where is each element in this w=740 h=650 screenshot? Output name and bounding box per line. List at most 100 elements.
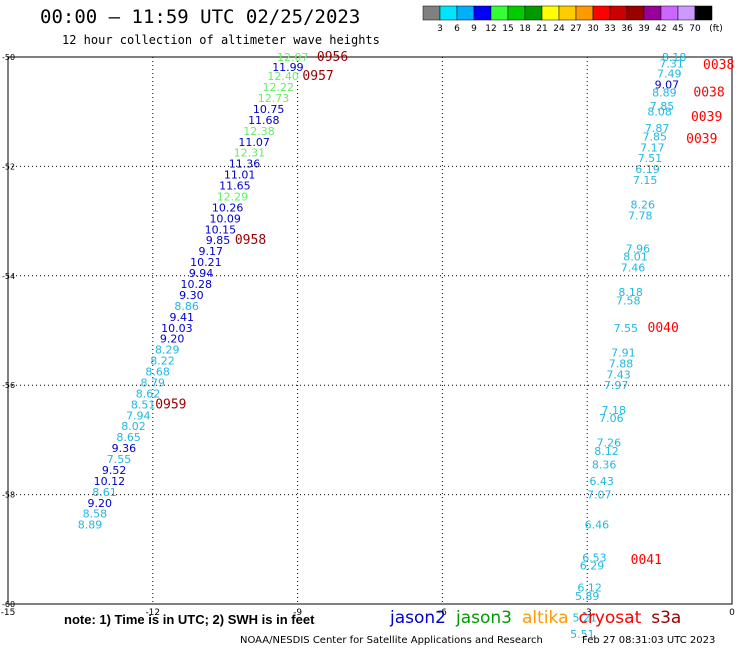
wave-height-value: 8.02 — [121, 420, 146, 433]
wave-height-value: 7.58 — [616, 294, 641, 307]
wave-height-value: 12.07 — [277, 51, 309, 64]
colorbar-label: 6 — [454, 24, 460, 34]
wave-height-value: 10.21 — [190, 256, 222, 269]
wave-height-value: 7.15 — [633, 174, 658, 187]
wave-height-value: 7.96 — [626, 242, 651, 255]
wave-height-value: 7.78 — [628, 210, 653, 223]
wave-height-value: 11.01 — [224, 169, 256, 182]
wave-height-value: 8.51 — [131, 398, 156, 411]
wave-height-value: 7.17 — [640, 141, 665, 154]
pass-time-label: 0040 — [648, 321, 679, 336]
wave-height-value: 6.43 — [589, 475, 614, 488]
colorbar-label: 18 — [519, 24, 531, 34]
wave-height-value: 8.08 — [647, 106, 672, 119]
colorbar-label: 9 — [471, 24, 477, 34]
wave-height-value: 7.87 — [645, 122, 670, 135]
colorbar-swatch — [558, 5, 577, 21]
footer-note: note: 1) Time is in UTC; 2) SWH is in fe… — [64, 612, 315, 627]
x-tick-label: -15 — [1, 608, 16, 618]
colorbar-label: 3 — [437, 24, 443, 34]
wave-height-value: 10.75 — [253, 103, 285, 116]
colorbar-label: 70 — [689, 24, 701, 34]
pass-time-label: 0039 — [691, 110, 722, 125]
wave-height-value: 9.30 — [179, 289, 204, 302]
wave-height-value: 6.19 — [635, 163, 660, 176]
wave-height-value: 7.51 — [638, 152, 663, 165]
wave-height-observations: 12.0711.9912.4012.2212.7310.7511.6812.38… — [78, 51, 687, 641]
x-tick-label: -12 — [145, 608, 160, 618]
wave-height-value: 7.88 — [609, 357, 634, 370]
wave-height-value: 7.85 — [643, 130, 668, 143]
wave-height-value: 9.52 — [102, 464, 127, 477]
grid-lines — [7, 56, 733, 605]
wave-height-value: 8.18 — [662, 51, 687, 64]
y-tick-label: -60 — [2, 600, 15, 609]
wave-height-value: 11.36 — [229, 158, 261, 171]
page-title: 00:00 – 11:59 UTC 02/25/2023 — [40, 6, 361, 28]
wave-height-value: 12.22 — [263, 81, 295, 94]
wave-height-value: 6.46 — [585, 519, 610, 532]
wave-height-value: 7.97 — [604, 379, 629, 392]
wave-height-value: 6.29 — [580, 560, 605, 573]
wave-height-value: 12.31 — [234, 147, 266, 160]
colorbar-swatch — [575, 5, 594, 21]
legend-s3a: s3a — [651, 608, 682, 628]
x-tick-label: 0 — [729, 608, 735, 618]
colorbar-swatch — [507, 5, 526, 21]
wave-height-value: 10.15 — [205, 223, 237, 236]
wave-height-value: 7.18 — [601, 404, 626, 417]
colorbar-label: 27 — [570, 24, 581, 34]
colorbar-swatch — [541, 5, 560, 21]
wave-height-value: 8.89 — [78, 519, 103, 532]
colorbar-label: 45 — [672, 24, 683, 34]
wave-height-value: 9.36 — [112, 442, 137, 455]
colorbar-swatch — [609, 5, 628, 21]
wave-height-value: 8.61 — [92, 486, 117, 499]
wave-height-value: 10.26 — [212, 201, 244, 214]
colorbar-swatch — [694, 5, 713, 21]
wave-height-value: 5.51 — [570, 628, 595, 641]
wave-height-value: 8.89 — [652, 87, 677, 100]
wave-height-value: 6.12 — [577, 582, 602, 595]
wave-height-value: 10.12 — [94, 475, 126, 488]
x-tick-label: -9 — [293, 608, 302, 618]
colorbar-label: 33 — [604, 24, 615, 34]
colorbar-label: 36 — [621, 24, 633, 34]
wave-height-value: 7.06 — [599, 412, 624, 425]
legend-jason2: jason2 — [390, 608, 446, 628]
wave-height-value: 11.07 — [238, 136, 270, 149]
pass-time-label: 0038 — [693, 86, 724, 101]
pass-time-label: 0038 — [703, 58, 734, 73]
wave-height-value: 8.12 — [594, 445, 619, 458]
colorbar-label: (ft) — [709, 24, 723, 34]
legend-jason3: jason3 — [456, 608, 512, 628]
wave-height-value: 8.18 — [618, 286, 643, 299]
wave-height-value: 10.09 — [209, 212, 241, 225]
wave-height-value: 9.94 — [189, 267, 214, 280]
wave-height-value: 9.17 — [198, 245, 223, 258]
wave-height-value: 8.65 — [116, 431, 141, 444]
y-tick-label: -54 — [2, 272, 15, 281]
wave-height-value: 7.31 — [659, 58, 684, 71]
wave-height-value: 12.38 — [243, 125, 275, 138]
wave-height-value: 5.21 — [573, 612, 598, 625]
wave-height-value: 8.29 — [155, 344, 180, 357]
colorbar-label: 39 — [638, 24, 650, 34]
pass-time-label: 0039 — [686, 132, 717, 147]
colorbar-swatch — [592, 5, 611, 21]
wave-height-value: 12.29 — [217, 190, 249, 203]
page-subtitle: 12 hour collection of altimeter wave hei… — [62, 33, 380, 47]
colorbar-swatch — [643, 5, 662, 21]
axis-ticks: -15 -12 -9 -6 -3 0 -50 -52 -54 -56 -58 -60 — [1, 53, 735, 618]
y-tick-label: -58 — [2, 491, 15, 500]
pass-time-labels: 0956 0957 0958 0959 0038 0038 0039 0039 0040 0041 — [155, 50, 734, 568]
colorbar-swatch — [473, 5, 492, 21]
colorbar-swatch — [677, 5, 696, 21]
wave-height-value: 5.89 — [575, 590, 600, 603]
legend-altika: altika — [522, 608, 569, 628]
wave-height-value: 8.62 — [136, 387, 161, 400]
wave-height-value: 9.20 — [87, 497, 112, 510]
wave-height-value: 11.68 — [248, 114, 280, 127]
wave-height-value: 9.07 — [655, 78, 680, 91]
